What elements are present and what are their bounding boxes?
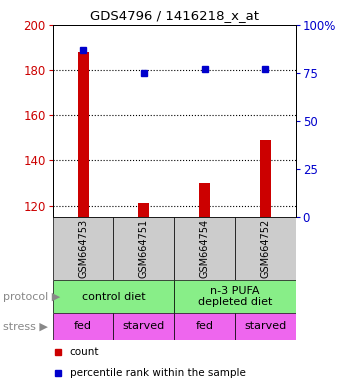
Text: GSM664752: GSM664752 bbox=[260, 219, 270, 278]
Bar bbox=[53, 280, 174, 313]
Bar bbox=[53, 217, 114, 280]
Bar bbox=[174, 280, 296, 313]
Text: fed: fed bbox=[195, 321, 214, 331]
Bar bbox=[174, 217, 235, 280]
Bar bbox=[174, 313, 235, 340]
Bar bbox=[78, 52, 88, 217]
Bar bbox=[114, 313, 174, 340]
Bar bbox=[138, 204, 149, 217]
Bar bbox=[235, 217, 296, 280]
Text: count: count bbox=[70, 347, 99, 357]
Text: GSM664753: GSM664753 bbox=[78, 219, 88, 278]
Text: GSM664751: GSM664751 bbox=[139, 219, 149, 278]
Bar bbox=[53, 313, 114, 340]
Text: stress ▶: stress ▶ bbox=[3, 321, 48, 331]
Text: fed: fed bbox=[74, 321, 92, 331]
Text: starved: starved bbox=[244, 321, 287, 331]
Bar bbox=[235, 313, 296, 340]
Text: GSM664754: GSM664754 bbox=[200, 219, 210, 278]
Text: protocol ▶: protocol ▶ bbox=[3, 291, 61, 302]
Bar bbox=[199, 183, 210, 217]
Bar bbox=[260, 140, 271, 217]
Text: n-3 PUFA
depleted diet: n-3 PUFA depleted diet bbox=[198, 286, 272, 308]
Text: control diet: control diet bbox=[82, 291, 145, 302]
Bar bbox=[114, 217, 174, 280]
Text: percentile rank within the sample: percentile rank within the sample bbox=[70, 368, 245, 378]
Title: GDS4796 / 1416218_x_at: GDS4796 / 1416218_x_at bbox=[90, 9, 259, 22]
Text: starved: starved bbox=[123, 321, 165, 331]
